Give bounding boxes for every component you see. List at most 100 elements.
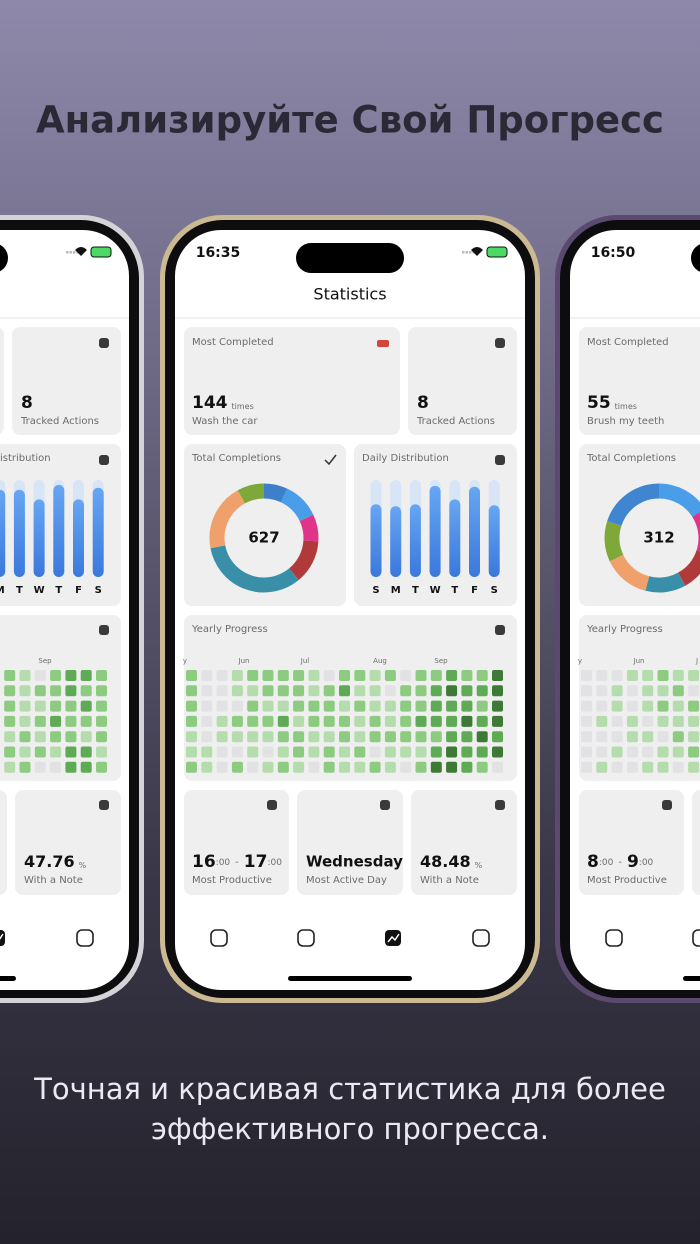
heatmap-cell — [216, 700, 228, 712]
donut-segment — [299, 514, 319, 542]
heatmap-cell — [415, 761, 427, 773]
heatmap-cell — [415, 746, 427, 758]
card — [579, 790, 684, 895]
label: Tracked Actions — [20, 416, 99, 427]
heatmap-cell — [430, 670, 442, 681]
heatmap-cell — [65, 715, 77, 727]
label: Yearly Progress — [191, 624, 268, 635]
card — [579, 327, 700, 435]
tracked-count: 8 — [21, 393, 33, 413]
card-icon — [99, 800, 109, 810]
heatmap-cell — [4, 700, 16, 712]
unit: % — [79, 861, 87, 870]
heatmap-cell — [611, 746, 623, 758]
completed-count: 144 times — [192, 393, 254, 413]
tab-icon-glyph — [387, 933, 400, 943]
label: Most Completed — [192, 337, 274, 348]
heatmap-cell — [384, 700, 396, 712]
heatmap-cell — [216, 715, 228, 727]
heatmap-cell — [369, 746, 381, 758]
note-percent: 47.76% — [24, 852, 87, 871]
heatmap-cell — [642, 715, 654, 727]
dynamic-island — [0, 244, 8, 272]
heatmap-cell — [400, 670, 412, 681]
heatmap-cell — [308, 670, 320, 681]
heatmap-cell — [461, 731, 473, 743]
heatmap-cell — [186, 761, 197, 773]
heatmap-cell — [476, 670, 488, 681]
tab-icon[interactable] — [297, 929, 315, 947]
bar — [370, 504, 382, 577]
month-label: y — [578, 657, 582, 665]
bar — [33, 499, 45, 577]
heatmap-cell — [369, 700, 381, 712]
heatmap-cell — [216, 670, 228, 681]
heatmap-cell — [293, 715, 305, 727]
heatmap-cell — [642, 700, 654, 712]
heatmap-cell — [308, 731, 320, 743]
heatmap-cell — [476, 685, 488, 697]
heatmap-cell — [80, 700, 92, 712]
status-time: 16:35 — [196, 245, 241, 261]
heatmap-cell — [476, 700, 488, 712]
donut-segment — [280, 488, 314, 522]
card-icon — [495, 800, 505, 810]
tab-icon[interactable] — [210, 929, 228, 947]
heatmap-cell — [688, 700, 700, 712]
heatmap-cell — [492, 700, 503, 712]
heatmap-cell — [247, 746, 259, 758]
heatmap-cell — [354, 761, 366, 773]
month-label: Jul — [300, 657, 310, 665]
bar — [429, 485, 441, 577]
heatmap-cell — [446, 761, 458, 773]
day-label: T — [451, 585, 458, 596]
heatmap-cell — [339, 715, 350, 727]
heatmap-cell — [323, 761, 335, 773]
tab-icon[interactable] — [472, 929, 490, 947]
heatmap-cell — [688, 670, 700, 681]
heatmap-cell — [492, 670, 503, 681]
heatmap-cell — [369, 685, 381, 697]
heatmap-cell — [415, 670, 427, 681]
donut-segment — [645, 572, 686, 593]
heatmap-cell — [626, 700, 638, 712]
heatmap-cell — [65, 700, 77, 712]
heatmap-cell — [446, 685, 458, 697]
heatmap-cell — [400, 746, 412, 758]
heatmap-cell — [384, 670, 396, 681]
heatmap-cell — [354, 746, 366, 758]
heatmap-cell — [216, 731, 228, 743]
heatmap-cell — [581, 700, 592, 712]
heatmap-cell — [492, 685, 503, 697]
label: Total Completions — [586, 453, 676, 464]
day-label: T — [16, 585, 23, 596]
heatmap-cell — [247, 761, 259, 773]
tab-icon[interactable] — [76, 929, 94, 947]
heatmap-cell — [642, 746, 654, 758]
heatmap-cell — [4, 715, 16, 727]
heatmap-cell — [476, 761, 488, 773]
heatmap-cell — [34, 731, 46, 743]
card-icon — [495, 338, 505, 348]
card — [184, 790, 289, 895]
tab-icon[interactable] — [692, 929, 700, 947]
heatmap-cell — [611, 731, 623, 743]
heatmap-cell — [323, 700, 335, 712]
card — [692, 790, 700, 895]
heatmap-cell — [65, 746, 77, 758]
label: Yearly Progress — [586, 624, 663, 635]
tab-icon[interactable] — [605, 929, 623, 947]
heatmap-cell — [626, 715, 638, 727]
heatmap-cell — [415, 685, 427, 697]
heatmap-cell — [400, 731, 412, 743]
heatmap-cell — [277, 715, 289, 727]
heatmap-cell — [293, 700, 305, 712]
hour: 17 — [244, 852, 268, 872]
heatmap-cell — [186, 700, 197, 712]
heatmap-cell — [186, 715, 197, 727]
unit: times — [232, 402, 254, 411]
tab-icon-active[interactable] — [0, 930, 5, 946]
heatmap-cell — [581, 670, 592, 681]
day-label: F — [75, 585, 82, 596]
heatmap-cell — [201, 761, 213, 773]
